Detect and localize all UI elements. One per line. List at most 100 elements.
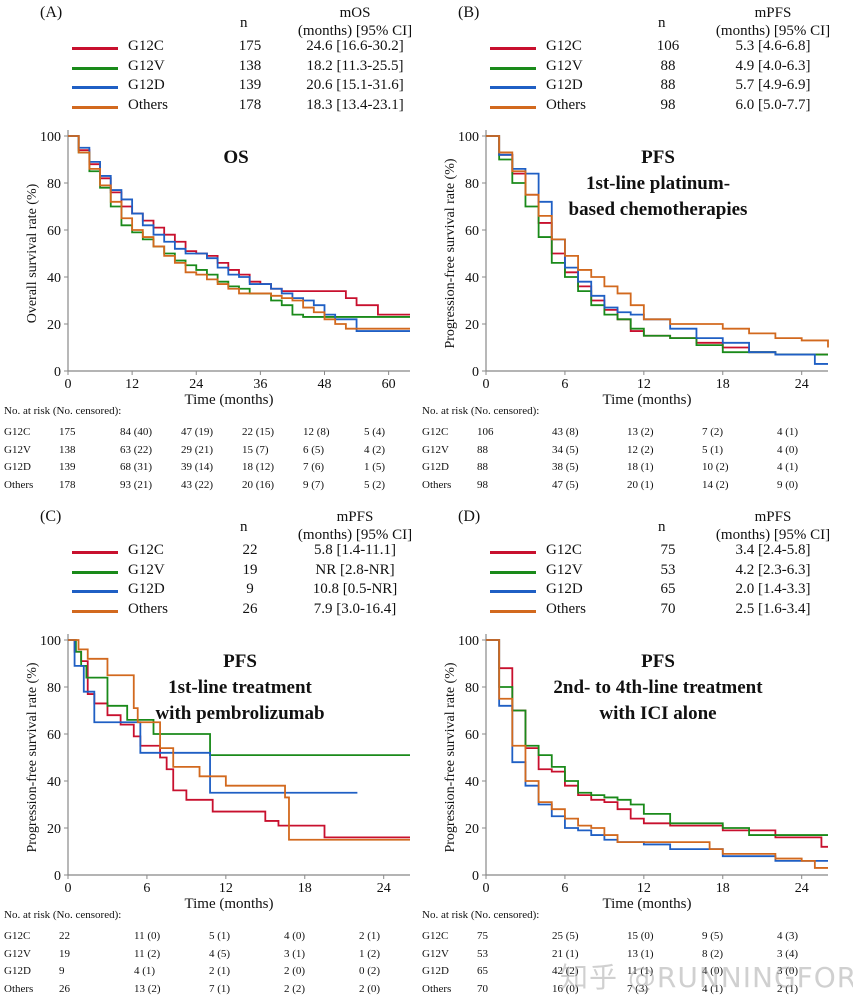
risk-group-name: G12D <box>422 461 449 473</box>
y-tick-label: 0 <box>54 365 61 380</box>
risk-cell: 10 (2) <box>702 461 729 473</box>
risk-cell: 38 (5) <box>552 461 579 473</box>
legend-row-g12c: G12C 106 5.3 [4.6-6.8] <box>488 38 838 57</box>
x-tick-label: 6 <box>143 881 150 896</box>
y-tick-label: 40 <box>465 775 479 790</box>
risk-cell: 65 <box>477 965 488 977</box>
legend-group-name: Others <box>546 600 586 617</box>
risk-cell: 5 (2) <box>364 478 386 491</box>
legend-group-n: 22 <box>242 542 258 558</box>
risk-cell: 43 (22) <box>181 478 214 491</box>
risk-table-title: No. at risk (No. censored): <box>4 405 122 417</box>
risk-cell: 26 <box>59 982 70 995</box>
risk-row-g12d: G12D 9 4 (1) 2 (1) 2 (0) 0 (2) <box>4 965 424 982</box>
x-tick-label: 48 <box>318 377 332 392</box>
risk-cell: 3 (0) <box>777 965 799 977</box>
legend-swatch <box>490 609 536 613</box>
legend-header-metric: mPFS (months) [95% CI] <box>708 4 838 40</box>
legend-group-median: 6.0 [5.0-7.7] <box>735 96 811 113</box>
legend-metric-name: mPFS <box>754 5 792 21</box>
km-plot: 0 20 40 60 80 100 0 6 12 18 24 Time (months) Progres… <box>443 130 829 408</box>
x-tick-label: 36 <box>253 377 267 392</box>
risk-cell: 93 (21) <box>120 478 153 491</box>
risk-row-g12c: G12C 175 84 (40) 47 (19) 22 (15) 12 (8) 5 (4) <box>4 426 424 443</box>
panel-label: (B) <box>458 4 480 21</box>
plot-title-line: 2nd- to 4th-line treatment <box>553 677 763 698</box>
legend-metric-name: mPFS <box>336 509 374 525</box>
legend-swatch <box>490 47 536 50</box>
risk-group-name: G12D <box>4 965 31 977</box>
legend-group-n: 70 <box>660 600 676 617</box>
risk-cell: 175 <box>59 426 76 438</box>
plot-title-line: 1st-line platinum- <box>586 173 730 194</box>
legend-metric-name: mOS <box>339 5 371 21</box>
x-tick-label: 24 <box>377 881 391 896</box>
legend-row-g12c: G12C 175 24.6 [16.6-30.2] <box>70 38 420 57</box>
x-tick-label: 18 <box>716 881 730 896</box>
risk-cell: 7 (6) <box>303 461 325 473</box>
legend-metric-name: mPFS <box>754 509 792 525</box>
panel-c-pfs-pembrolizumab: (C) n mPFS (months) [95% CI] G12C 22 5.8 [1.4-… <box>0 504 426 1008</box>
legend-group-median: 5.8 [1.4-11.1] <box>314 542 396 558</box>
legend-group-median: 18.3 [13.4-23.1] <box>306 96 404 113</box>
legend-row-g12v: G12V 138 18.2 [11.3-25.5] <box>70 58 420 77</box>
risk-row-g12v: G12V 88 34 (5) 12 (2) 5 (1) 4 (0) <box>422 444 842 461</box>
risk-cell: 7 (2) <box>702 426 724 438</box>
panel-b-pfs-platinum: (B) n mPFS (months) [95% CI] G12C 106 5.3 [4.6… <box>418 0 844 504</box>
risk-cell: 16 (0) <box>552 982 579 995</box>
legend-group-median: 4.9 [4.0-6.3] <box>735 57 811 74</box>
y-tick-label: 60 <box>47 224 61 239</box>
legend-group-name: G12D <box>128 581 165 597</box>
legend-header-n: n <box>240 15 248 31</box>
risk-cell: 25 (5) <box>552 930 579 942</box>
legend-row-g12v: G12V 53 4.2 [2.3-6.3] <box>488 562 838 581</box>
km-curve-others <box>68 639 410 841</box>
risk-cell: 139 <box>59 461 76 473</box>
plot-title-line: OS <box>223 147 248 168</box>
risk-cell: 13 (2) <box>627 426 654 438</box>
legend-group-n: 19 <box>242 561 258 578</box>
legend-group-name: Others <box>128 600 168 617</box>
legend-group-name: G12C <box>128 542 164 558</box>
x-tick-label: 12 <box>125 377 139 392</box>
risk-cell: 70 <box>477 982 488 995</box>
y-tick-label: 80 <box>47 177 61 192</box>
risk-cell: 2 (1) <box>777 982 799 995</box>
risk-table-title: No. at risk (No. censored): <box>4 909 122 921</box>
km-curve-g12d <box>486 135 828 365</box>
legend-group-n: 88 <box>660 77 676 93</box>
legend-swatch <box>72 105 118 109</box>
legend-swatch <box>72 609 118 613</box>
risk-row-others: Others 26 13 (2) 7 (1) 2 (2) 2 (0) <box>4 983 424 1000</box>
legend-header-metric: mPFS (months) [95% CI] <box>708 508 838 544</box>
legend-group-name: G12D <box>128 77 165 93</box>
km-curve-others <box>486 639 828 869</box>
risk-cell: 84 (40) <box>120 426 153 438</box>
y-tick-label: 100 <box>458 130 479 145</box>
legend-swatch <box>72 570 118 574</box>
risk-cell: 11 (2) <box>134 947 161 960</box>
risk-row-g12v: G12V 138 63 (22) 29 (21) 15 (7) 6 (5) 4 (2) <box>4 444 424 461</box>
risk-cell: 4 (5) <box>209 947 231 960</box>
risk-cell: 12 (8) <box>303 426 330 438</box>
risk-cell: 3 (4) <box>777 947 799 960</box>
risk-cell: 4 (1) <box>777 461 799 473</box>
risk-row-g12v: G12V 19 11 (2) 4 (5) 3 (1) 1 (2) <box>4 948 424 965</box>
legend-group-n: 88 <box>660 57 676 74</box>
legend-swatch <box>72 590 118 593</box>
risk-cell: 63 (22) <box>120 443 153 456</box>
risk-cell: 2 (0) <box>359 982 381 995</box>
y-tick-label: 20 <box>47 318 61 333</box>
risk-cell: 20 (16) <box>242 478 275 491</box>
legend-group-n: 75 <box>660 542 676 558</box>
x-tick-label: 60 <box>382 377 396 392</box>
legend-row-g12c: G12C 22 5.8 [1.4-11.1] <box>70 542 420 561</box>
y-tick-label: 100 <box>40 130 61 145</box>
risk-cell: 1 (2) <box>359 947 381 960</box>
legend-metric-ci: (months) [95% CI] <box>297 527 413 543</box>
y-tick-label: 40 <box>47 775 61 790</box>
risk-row-others: Others 70 16 (0) 7 (3) 4 (1) 2 (1) <box>422 983 842 1000</box>
legend-group-name: G12D <box>546 77 583 93</box>
y-tick-label: 0 <box>472 365 479 380</box>
risk-cell: 15 (7) <box>242 443 269 456</box>
